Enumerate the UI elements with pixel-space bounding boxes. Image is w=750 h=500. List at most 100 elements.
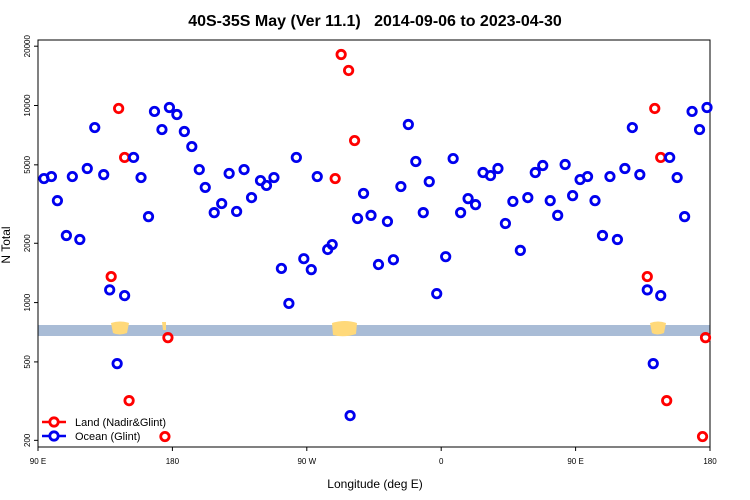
- point: [343, 64, 355, 77]
- point: [326, 238, 338, 251]
- point: [305, 264, 317, 276]
- point: [611, 233, 624, 246]
- x-tick-label: 90 E: [567, 457, 583, 466]
- point: [469, 199, 482, 211]
- land-blob: [650, 321, 666, 335]
- point: [162, 332, 174, 344]
- land-band: [38, 321, 710, 337]
- point: [701, 101, 713, 114]
- point: [484, 169, 497, 182]
- point: [119, 290, 131, 302]
- point: [664, 151, 676, 164]
- land-blob: [332, 321, 357, 337]
- legend-label: Ocean (Glint): [75, 431, 140, 443]
- point: [661, 395, 673, 407]
- point: [537, 159, 549, 172]
- point: [199, 181, 211, 194]
- x-tick-label: 180: [166, 457, 180, 466]
- point: [142, 211, 155, 223]
- x-tick-label: 180: [703, 457, 717, 466]
- legend-label: Land (Nadir&Glint): [75, 417, 166, 429]
- point: [186, 140, 198, 153]
- point: [679, 211, 691, 223]
- point: [163, 101, 176, 114]
- point: [641, 270, 653, 283]
- point: [596, 229, 609, 242]
- point: [171, 108, 183, 121]
- y-tick-label: 1000: [23, 293, 32, 311]
- legend: Land (Nadir&Glint) Ocean (Glint): [42, 416, 166, 443]
- point: [268, 171, 280, 184]
- point: [156, 123, 168, 136]
- x-tick-label: 90 E: [30, 457, 46, 466]
- x-tick-label: 90 W: [297, 457, 316, 466]
- point: [74, 233, 86, 246]
- land-blob: [162, 322, 166, 330]
- x-axis-label: Longitude (deg E): [327, 477, 422, 491]
- point: [335, 48, 347, 61]
- point: [402, 118, 414, 131]
- point: [462, 193, 474, 205]
- band: [38, 325, 710, 336]
- y-tick-label: 20000: [23, 35, 32, 58]
- point: [626, 121, 638, 134]
- point: [589, 195, 601, 207]
- point: [104, 284, 116, 296]
- point: [348, 134, 361, 147]
- point: [275, 262, 288, 275]
- point: [372, 258, 385, 271]
- point: [552, 209, 564, 221]
- point: [111, 358, 123, 370]
- point: [208, 207, 220, 219]
- point: [423, 176, 435, 188]
- point: [641, 284, 653, 296]
- point: [699, 332, 712, 344]
- point: [604, 170, 616, 183]
- point: [66, 170, 78, 183]
- point: [567, 190, 579, 202]
- point: [455, 207, 467, 219]
- point: [581, 170, 594, 183]
- point: [231, 205, 243, 218]
- point: [283, 297, 295, 310]
- point: [51, 195, 64, 207]
- point: [522, 191, 534, 204]
- point: [298, 253, 310, 265]
- point: [440, 251, 452, 263]
- point: [410, 155, 422, 168]
- point: [89, 121, 101, 134]
- point: [159, 430, 171, 443]
- point: [148, 105, 161, 118]
- point: [395, 180, 407, 193]
- point: [365, 209, 377, 221]
- point: [649, 102, 661, 115]
- point: [647, 358, 659, 370]
- point: [135, 171, 147, 184]
- y-axis-label: N Total: [0, 226, 13, 263]
- point: [357, 187, 370, 200]
- y-tick-label: 500: [23, 355, 32, 369]
- point: [529, 166, 541, 179]
- point: [696, 430, 709, 443]
- point: [671, 171, 683, 184]
- point: [290, 151, 302, 164]
- point: [507, 195, 519, 208]
- point: [81, 162, 93, 175]
- chart-title: 40S-35S May (Ver 11.1) 2014-09-06 to 202…: [188, 13, 562, 30]
- point: [245, 191, 258, 204]
- point: [344, 409, 356, 422]
- x-tick-label: 0: [439, 457, 444, 466]
- point: [559, 158, 571, 171]
- y-tick-label: 10000: [23, 94, 32, 117]
- point: [351, 212, 364, 225]
- point: [387, 254, 400, 266]
- point: [634, 169, 646, 181]
- point: [123, 395, 135, 407]
- point: [693, 123, 706, 136]
- point: [417, 207, 429, 219]
- point: [492, 162, 504, 175]
- point: [223, 167, 235, 180]
- point: [60, 229, 72, 242]
- point: [499, 217, 512, 230]
